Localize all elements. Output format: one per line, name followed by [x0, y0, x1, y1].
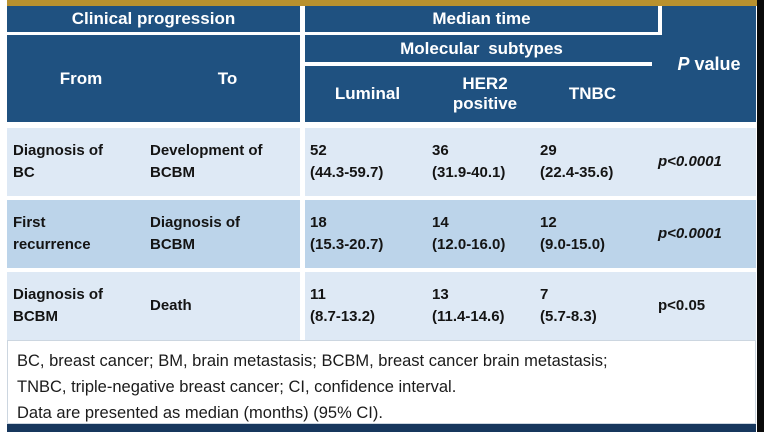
cell-luminal: 52 (44.3-59.7): [310, 128, 430, 196]
table-row: Diagnosis of BCBM Death 11 (8.7-13.2) 13…: [7, 272, 756, 340]
footnote-line: BC, breast cancer; BM, brain metastasis;…: [17, 352, 608, 370]
cell-from: First recurrence: [13, 214, 91, 253]
p-value-rest: value: [689, 53, 741, 74]
column-divider: [300, 6, 305, 340]
confidence-interval: (5.7-8.3): [540, 308, 597, 325]
header-median-time: Median time: [305, 6, 658, 32]
footnote-line: TNBC, triple-negative breast cancer; CI,…: [17, 378, 457, 396]
cell-her2: 13 (11.4-14.6): [432, 272, 540, 340]
cell-to: Diagnosis of BCBM: [150, 214, 241, 253]
header-clinical-progression: Clinical progression: [7, 6, 300, 32]
cell-p-value: p<0.0001: [658, 200, 758, 268]
header-subtypes-block: Molecular subtypes Luminal HER2 positive…: [305, 35, 662, 122]
cell-tnbc: 12 (9.0-15.0): [540, 200, 652, 268]
header-luminal: Luminal: [334, 84, 401, 103]
right-edge-strip: [757, 0, 764, 432]
subtype-column-headers: Luminal HER2 positive TNBC: [305, 66, 658, 122]
median-value: 12: [540, 214, 557, 231]
header-her2-positive: HER2 positive: [452, 74, 518, 113]
median-value: 18: [310, 214, 327, 231]
p-value: p<0.05: [658, 297, 706, 314]
table-row: First recurrence Diagnosis of BCBM 18 (1…: [7, 200, 756, 268]
header-tnbc: TNBC: [568, 84, 617, 103]
confidence-interval: (15.3-20.7): [310, 236, 384, 253]
median-value: 52: [310, 142, 327, 159]
header-p-value: P value: [662, 6, 756, 122]
header-clinical-progression-label: Clinical progression: [71, 9, 236, 28]
header-to: To: [217, 68, 238, 88]
table-row: Diagnosis of BC Development of BCBM 52 (…: [7, 128, 756, 196]
cell-to: Development of BCBM: [150, 142, 263, 181]
header-from-to: From To: [7, 35, 300, 122]
header-molecular-subtypes: Molecular subtypes: [400, 38, 563, 58]
confidence-interval: (11.4-14.6): [432, 308, 505, 325]
subtypes-underline: [305, 62, 652, 66]
top-gold-rule: [7, 0, 757, 6]
p-value: p<0.0001: [658, 153, 722, 170]
median-value: 36: [432, 142, 449, 159]
cell-to: Death: [150, 297, 192, 314]
median-value: 7: [540, 286, 549, 303]
footnote-line: Data are presented as median (months) (9…: [17, 404, 383, 422]
header-from: From: [59, 68, 103, 88]
cell-luminal: 18 (15.3-20.7): [310, 200, 430, 268]
header-p-value-label: P value: [677, 54, 740, 75]
cell-from: Diagnosis of BC: [13, 142, 104, 181]
median-value: 14: [432, 214, 449, 231]
footnotes-block: BC, breast cancer; BM, brain metastasis;…: [7, 340, 756, 424]
median-value: 13: [432, 286, 449, 303]
median-value: 29: [540, 142, 557, 159]
cell-tnbc: 29 (22.4-35.6): [540, 128, 652, 196]
median-value: 11: [310, 286, 326, 303]
p-value: p<0.0001: [658, 225, 722, 242]
cell-from: Diagnosis of BCBM: [13, 286, 104, 325]
cell-tnbc: 7 (5.7-8.3): [540, 272, 652, 340]
bottom-navy-rule: [7, 424, 756, 432]
confidence-interval: (8.7-13.2): [310, 308, 376, 325]
confidence-interval: (44.3-59.7): [310, 164, 384, 181]
cell-p-value: p<0.0001: [658, 128, 758, 196]
cell-p-value: p<0.05: [658, 272, 758, 340]
confidence-interval: (9.0-15.0): [540, 236, 606, 253]
cell-luminal: 11 (8.7-13.2): [310, 272, 430, 340]
cell-her2: 36 (31.9-40.1): [432, 128, 540, 196]
confidence-interval: (12.0-16.0): [432, 236, 506, 253]
confidence-interval: (22.4-35.6): [540, 164, 614, 181]
p-value-symbol: P: [677, 53, 690, 74]
cell-her2: 14 (12.0-16.0): [432, 200, 540, 268]
confidence-interval: (31.9-40.1): [432, 164, 506, 181]
header-median-time-label: Median time: [432, 9, 531, 28]
